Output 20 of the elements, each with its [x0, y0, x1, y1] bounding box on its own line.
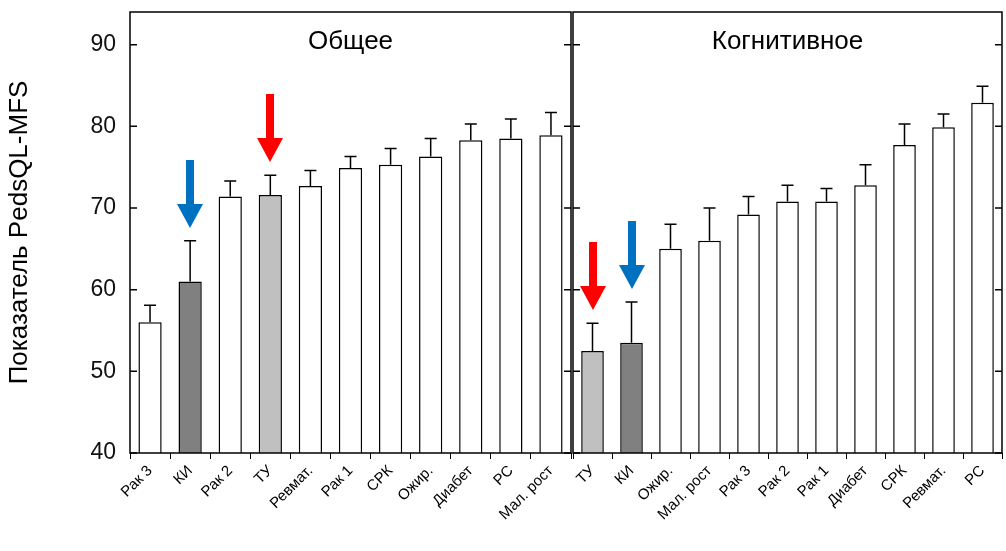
y-axis-title: Показатель PedsQL-MFS — [2, 80, 33, 385]
x-tick-label: Рак 3 — [715, 461, 754, 500]
x-tick-label: РС — [489, 461, 517, 489]
text: Когнитивное — [711, 25, 864, 56]
x-tick-label: КИ — [610, 461, 637, 488]
x-tick-label: РС — [960, 461, 988, 489]
y-tick-label: 70 — [90, 193, 116, 220]
x-tick-label: ТУ — [250, 461, 276, 487]
y-tick-label: 50 — [90, 356, 116, 383]
x-tick-label: КИ — [169, 461, 196, 488]
x-tick-label: ТУ — [572, 461, 598, 487]
y-tick-label: 60 — [90, 275, 116, 302]
x-tick-label: Рак 3 — [116, 461, 156, 500]
x-tick-label: Рак 2 — [197, 461, 236, 500]
x-tick-label: Рак 1 — [317, 461, 356, 500]
text: Общее — [307, 25, 394, 56]
y-tick-label: 40 — [90, 438, 116, 465]
x-tick-label: Рак 2 — [754, 461, 793, 500]
y-tick-label: 90 — [90, 30, 116, 57]
y-tick-label: 80 — [90, 111, 116, 138]
